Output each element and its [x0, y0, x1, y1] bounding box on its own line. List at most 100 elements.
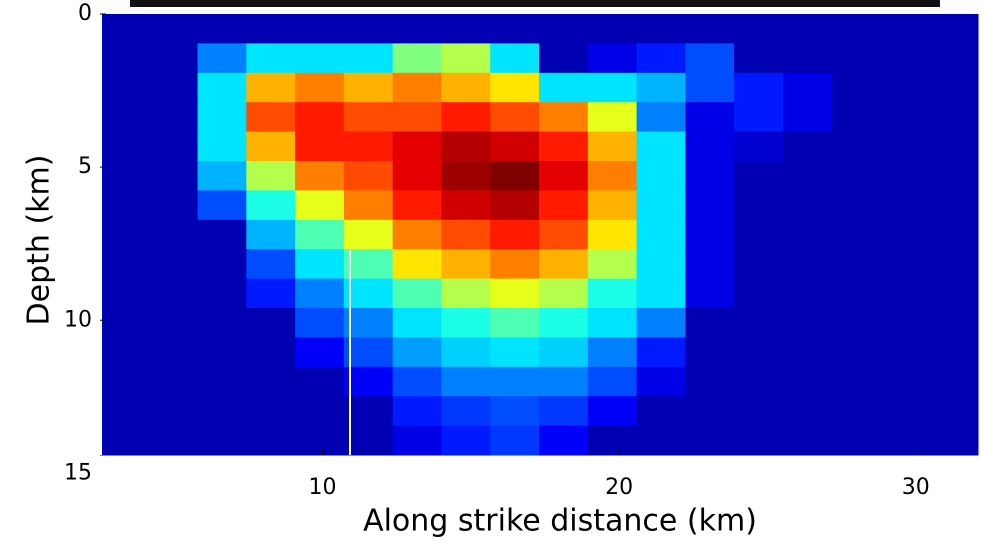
heat-cell [587, 337, 638, 368]
heat-cell [587, 308, 638, 338]
heat-cell [539, 337, 589, 368]
heat-cell [685, 72, 735, 103]
heat-cell [246, 131, 296, 162]
heat-cell [782, 72, 833, 103]
heat-cell [441, 308, 491, 338]
y-tick-label: 15 [64, 460, 92, 485]
heat-cell [539, 43, 589, 74]
heat-cell [441, 249, 491, 280]
heat-cell [539, 102, 589, 133]
heat-cell [441, 396, 491, 427]
heat-cell [441, 366, 491, 397]
heat-cell [734, 425, 784, 456]
heat-cell [734, 337, 784, 368]
heat-cell [685, 43, 735, 74]
heat-cell [295, 366, 345, 397]
heatmap [100, 14, 979, 456]
heat-cell [539, 249, 589, 280]
heat-cell [148, 396, 199, 427]
heat-cell [148, 72, 199, 103]
heat-cell [295, 102, 345, 133]
heat-cell [392, 278, 442, 309]
heat-cell [880, 72, 930, 103]
heat-cell [490, 72, 540, 103]
heat-cell [831, 14, 881, 44]
heat-cell [343, 14, 394, 44]
heat-cell [246, 190, 296, 221]
heat-cell [392, 102, 442, 133]
heat-cell [587, 249, 638, 280]
heat-cell [734, 131, 784, 162]
heat-cell [929, 72, 979, 103]
heat-cell [490, 337, 540, 368]
heat-cell [148, 43, 199, 74]
heat-cell [685, 366, 735, 397]
heat-cell [392, 190, 442, 221]
heat-cell [782, 249, 833, 280]
heat-cell [100, 190, 150, 221]
heat-cell [929, 161, 979, 191]
heat-cell [539, 219, 589, 250]
heat-cell [636, 249, 686, 280]
heat-cell [782, 161, 833, 191]
heat-cell [246, 337, 296, 368]
heat-cell [539, 425, 589, 456]
heat-cell [539, 131, 589, 162]
heat-cell [148, 366, 199, 397]
heat-cell [880, 396, 930, 427]
heat-cell [636, 161, 686, 191]
heat-cell [295, 43, 345, 74]
heat-cell [831, 396, 881, 427]
heat-cell [441, 425, 491, 456]
heat-cell [685, 425, 735, 456]
heat-cell [148, 278, 199, 309]
heat-cell [197, 249, 247, 280]
heat-cell [490, 308, 540, 338]
heat-cell [587, 425, 638, 456]
heat-cell [392, 396, 442, 427]
heat-cell [880, 131, 930, 162]
heat-cell [148, 219, 199, 250]
heat-cell [148, 161, 199, 191]
heat-cell [197, 219, 247, 250]
y-tick-label: 5 [78, 154, 92, 179]
heat-cell [246, 278, 296, 309]
heat-cell [246, 14, 296, 44]
heat-cell [197, 396, 247, 427]
heat-cell [929, 249, 979, 280]
heat-cell [782, 308, 833, 338]
heat-cell [295, 219, 345, 250]
heat-cell [343, 425, 394, 456]
heat-cell [734, 396, 784, 427]
heat-cell [392, 161, 442, 191]
heat-cell [392, 425, 442, 456]
heat-cell [343, 366, 394, 397]
heat-cell [831, 72, 881, 103]
heat-cell [197, 102, 247, 133]
heat-cell [636, 131, 686, 162]
heat-cell [734, 190, 784, 221]
heat-cell [929, 131, 979, 162]
x-tick-label: 20 [605, 475, 633, 500]
heat-cell [392, 43, 442, 74]
heat-cell [490, 396, 540, 427]
heat-cell [831, 219, 881, 250]
heat-cell [295, 161, 345, 191]
heat-cell [636, 308, 686, 338]
heat-cell [490, 249, 540, 280]
heat-cell [880, 190, 930, 221]
heat-cell [782, 366, 833, 397]
heat-cell [539, 278, 589, 309]
heat-cell [782, 219, 833, 250]
heat-cell [343, 396, 394, 427]
heat-cell [734, 14, 784, 44]
heat-cell [734, 43, 784, 74]
heat-cell [148, 308, 199, 338]
heat-cell [392, 131, 442, 162]
heat-cell [539, 161, 589, 191]
heat-cell [587, 131, 638, 162]
heat-cell [246, 425, 296, 456]
heat-cell [343, 161, 394, 191]
heat-cell [782, 396, 833, 427]
heat-cell [734, 278, 784, 309]
